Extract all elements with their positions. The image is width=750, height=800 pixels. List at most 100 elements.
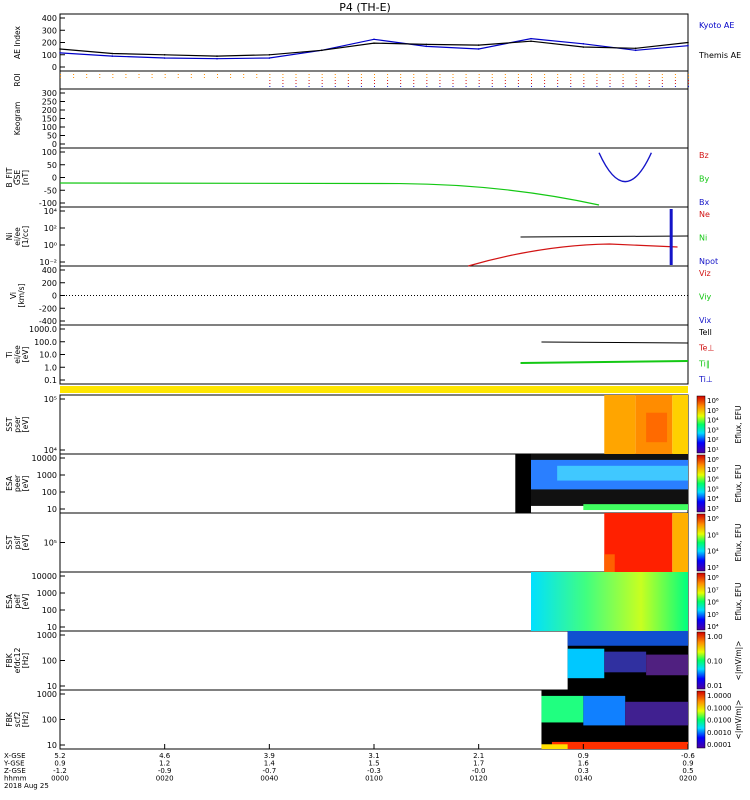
roi-dot [452, 83, 454, 84]
roi-dot [478, 77, 480, 78]
spectrogram-cell [583, 504, 688, 511]
x-tick-value: 5.2 [54, 752, 65, 760]
panel-ylabel: ei/ee [13, 227, 22, 246]
roi-dot [583, 80, 585, 81]
colorbar-gradient [696, 690, 706, 749]
roi-dot [648, 86, 650, 87]
roi-dot [465, 74, 467, 75]
roi-dot [73, 77, 75, 78]
x-tick-value: 0.9 [682, 760, 693, 768]
colorbar-gradient [696, 631, 706, 690]
y-tick-label: 10⁻² [39, 258, 57, 267]
ae-point [634, 47, 637, 50]
panel-sst2: SST psif [eV] 10⁵ [5, 512, 689, 573]
y-tick-label: 200 [42, 279, 57, 288]
roi-dot [387, 86, 389, 87]
legend-entry: Kyoto AE [699, 21, 734, 30]
roi-dot [347, 74, 349, 75]
spectrogram-cell [625, 701, 688, 726]
roi-dot [688, 83, 689, 84]
ae-point [216, 57, 218, 60]
roi-dot [635, 80, 637, 81]
roi-dot [544, 74, 546, 75]
colorbar-tick-label: 10⁷ [707, 466, 719, 474]
x-tick-value: 0100 [365, 775, 383, 783]
x-row-label: Y-GSE [3, 760, 25, 768]
x-tick-value: -0.6 [681, 752, 695, 760]
colorbar-tick-label: 10³ [707, 505, 719, 513]
roi-dot [478, 83, 480, 84]
colorbar-tick-label: 10⁵ [707, 611, 719, 619]
roi-dot [517, 74, 519, 75]
y-tick-label: 200 [42, 106, 57, 115]
x-row-label: Z-GSE [4, 767, 26, 775]
x-tick-value: 0000 [51, 775, 69, 783]
roi-dot [99, 74, 101, 75]
panel-ylabel: psif [13, 535, 22, 549]
spectrogram-cell [672, 513, 688, 572]
bfit-bx-trace [598, 152, 653, 183]
roi-dot [544, 77, 546, 78]
roi-dot [661, 80, 663, 81]
colorbar-label: Eflux, EFU [734, 524, 743, 562]
roi-dot [295, 77, 297, 78]
colorbar-tick-label: 1.0000 [707, 692, 732, 700]
roi-dot [674, 83, 676, 84]
panel-ylabel: ESA [5, 593, 14, 609]
ae-point [59, 48, 61, 50]
roi-dot [648, 80, 650, 81]
legend-entry: Vix [699, 316, 712, 325]
roi-dot [596, 80, 598, 81]
panel-ylabel: AE Index [13, 25, 22, 58]
roi-dot [190, 77, 192, 78]
roi-dot [517, 77, 519, 78]
roi-dot [465, 80, 467, 81]
roi-dot [557, 77, 559, 78]
bfit-traces [59, 152, 653, 206]
roi-dot [308, 86, 310, 87]
ae-point [111, 52, 114, 55]
colorbar-tick-label: 10¹ [707, 446, 719, 454]
roi-dot [661, 74, 663, 75]
roi-dot [609, 86, 611, 87]
colorbar-tick-label: 10⁵ [707, 485, 719, 493]
y-tick-label: 1000 [37, 631, 57, 640]
roi-dot [413, 74, 415, 75]
roi-dot [570, 86, 572, 87]
roi-dot [557, 83, 559, 84]
roi-dot [491, 86, 493, 87]
x-tick-value: 0040 [260, 775, 278, 783]
roi-dot [544, 86, 546, 87]
roi-dot [413, 80, 415, 81]
roi-dot [269, 86, 271, 87]
colorbar-tick-label: 10⁸ [707, 456, 719, 464]
roi-dot [439, 80, 441, 81]
roi-dot [99, 77, 101, 78]
roi-dot [661, 83, 663, 84]
x-tick-value: 0120 [470, 775, 488, 783]
y-tick-label: 100 [42, 123, 57, 132]
roi-dot [321, 80, 323, 81]
colorbar-tick-label: 10⁶ [707, 515, 719, 523]
roi-dot [374, 83, 375, 84]
roi-dot [400, 80, 402, 81]
roi-dot [86, 77, 88, 78]
roi-dot [439, 83, 441, 84]
colorbar-gradient [696, 395, 706, 454]
roi-dot [387, 80, 389, 81]
colorbar-label: Eflux, EFU [734, 465, 743, 503]
colorbar-gradient [696, 572, 706, 631]
panel-ylabel: Ti [5, 351, 14, 358]
y-tick-label: 100 [42, 657, 57, 666]
panel-ylabel: peer [13, 474, 22, 492]
panel-ylabel: [1/cc] [21, 226, 30, 247]
roi-dot [282, 80, 284, 81]
roi-dot [347, 77, 349, 78]
legend-entry: Bz [699, 151, 709, 160]
panel-ylabel: [Hz] [21, 653, 30, 669]
roi-dot [400, 86, 402, 87]
x-tick-value: 4.6 [159, 752, 171, 760]
legend-entry: Viy [699, 293, 712, 302]
roi-dot [243, 77, 245, 78]
